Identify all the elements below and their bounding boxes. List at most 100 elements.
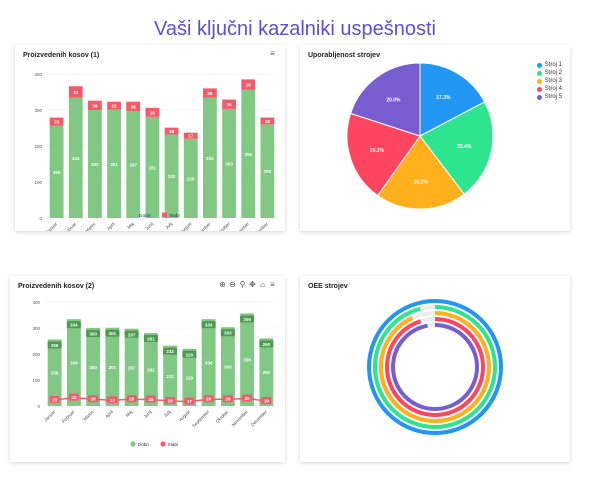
- legend-marker: [536, 62, 542, 68]
- data-label-box-bad: [126, 395, 137, 403]
- legend-item[interactable]: Stroj 5: [536, 93, 562, 101]
- data-label-good: 334: [205, 323, 213, 328]
- x-tick-label: November: [232, 221, 251, 231]
- x-tick-label: December: [250, 409, 269, 428]
- data-label-bad: 17: [187, 399, 193, 404]
- x-tick-label: Februar: [61, 409, 76, 424]
- y-tick-label: 0: [37, 404, 40, 409]
- data-label-box-good: [66, 321, 81, 329]
- data-label-good: 300: [89, 332, 97, 337]
- search-icon[interactable]: ⚲: [239, 280, 246, 289]
- data-label-good: 334: [70, 361, 78, 366]
- data-label-good: 220: [187, 176, 195, 181]
- chart-title: Proizvedenih kosov (1): [23, 52, 100, 59]
- bar-bad: [222, 99, 236, 109]
- data-label-bad: 23: [54, 120, 60, 125]
- data-label-box-good: [86, 330, 101, 337]
- bar-bad: [145, 107, 160, 117]
- page-title: Vaši ključni kazalniki uspešnosti: [154, 18, 436, 40]
- data-label-bad: 19: [169, 129, 175, 134]
- legend-item[interactable]: Stroj 2: [536, 69, 562, 77]
- x-tick-label: Junij: [142, 409, 152, 419]
- data-label-good: 334: [72, 156, 80, 161]
- legend-item[interactable]: Stroj 3: [536, 77, 562, 85]
- data-label-box-good: [220, 329, 235, 337]
- legend-item[interactable]: Stroj 4: [536, 85, 562, 93]
- radial-bar: [373, 305, 497, 429]
- bar-good: [182, 348, 197, 406]
- legend-label: Stroj 4: [544, 86, 562, 92]
- data-label-box-bad: [184, 397, 195, 405]
- x-tick-label: Marec: [82, 409, 95, 422]
- data-label-bad: 19: [264, 399, 270, 404]
- legend-item[interactable]: Stroj 1: [536, 61, 562, 69]
- x-tick-label: Januar: [43, 409, 57, 423]
- chart-card-pieces-2: Proizvedenih kosov (2) ⊕ ⊖ ⚲ ✥ ⌂ ≡ 0 100 2…: [10, 276, 285, 462]
- legend-label: Slabi: [168, 442, 179, 448]
- x-tick-label: November: [231, 409, 250, 428]
- data-label-good: 232: [168, 174, 176, 179]
- bar-good: [201, 319, 216, 406]
- y-tick-label: 300: [32, 326, 40, 331]
- data-label-box-bad: [261, 397, 272, 405]
- bar-good: [259, 338, 274, 406]
- bar-bad: [260, 117, 275, 125]
- bar-good: [145, 116, 160, 218]
- data-label-box-good: [240, 315, 255, 323]
- x-tick-label: September: [191, 409, 210, 428]
- bar-good: [68, 97, 83, 218]
- data-label-box-good: [47, 341, 62, 349]
- data-label-bad: 26: [92, 103, 98, 108]
- chart-plot-area: [367, 299, 503, 435]
- data-label-bad: 26: [129, 397, 135, 402]
- bar-good: [143, 332, 158, 406]
- zoom-out-icon[interactable]: ⊖: [229, 280, 236, 289]
- zoom-in-icon[interactable]: ⊕: [219, 280, 226, 289]
- x-tick-label: Avgust: [179, 221, 193, 231]
- pan-icon[interactable]: ✥: [249, 280, 256, 289]
- data-label-good: 301: [110, 162, 118, 167]
- x-tick-label: Julij: [163, 409, 172, 418]
- slice-label: 20.2%: [370, 148, 385, 154]
- pie-slice: [346, 112, 421, 197]
- bar-good: [49, 125, 64, 218]
- menu-icon[interactable]: ≡: [270, 49, 275, 58]
- pie-slice: [349, 62, 421, 137]
- legend-marker: [536, 78, 542, 84]
- chart-card-machine-usage: Uporabljenost strojev 17.3% 22.4% 20.2% 20.…: [300, 45, 570, 231]
- data-label-good: 220: [186, 352, 194, 357]
- y-tick-label: 200: [34, 144, 42, 149]
- bar-good: [86, 328, 101, 406]
- x-tick-label: Oktober: [215, 409, 230, 424]
- data-label-box-good: [259, 340, 274, 348]
- data-label-bad: 17: [188, 134, 194, 139]
- bar-good: [107, 109, 121, 218]
- legend-label: Stroj 3: [544, 78, 562, 84]
- legend-marker: [130, 441, 136, 447]
- home-icon[interactable]: ⌂: [260, 280, 265, 289]
- x-tick-label: Julij: [164, 221, 173, 230]
- chart-legend: Dobri Slabi: [132, 212, 180, 219]
- data-label-bad: 26: [131, 104, 137, 109]
- x-tick-label: Avgust: [178, 409, 192, 423]
- data-label-bad: 26: [207, 91, 213, 96]
- data-label-good: 220: [186, 375, 194, 380]
- y-tick-label: 400: [32, 300, 40, 305]
- legend-label: Dobri: [138, 442, 149, 448]
- bar-good: [105, 327, 120, 406]
- bar-bad: [126, 101, 141, 112]
- x-tick-label: Marec: [84, 221, 97, 231]
- data-label-good: 301: [109, 331, 117, 336]
- menu-icon[interactable]: ≡: [270, 280, 275, 289]
- data-label-good: 260: [264, 169, 272, 174]
- bar-good: [66, 319, 81, 406]
- chart-plot-area: 0 100 200 300 400 256 256 Januar 334 334 Februar 30…: [32, 300, 276, 448]
- data-label-good: 303: [224, 365, 232, 370]
- slice-label: 17.3%: [436, 95, 451, 101]
- x-tick-label: April: [106, 221, 116, 231]
- bar-good: [260, 124, 275, 218]
- data-label-box-good: [143, 334, 158, 342]
- data-label-box-bad: [68, 393, 79, 401]
- data-label-good: 281: [147, 367, 155, 372]
- data-label-box-good: [163, 347, 178, 355]
